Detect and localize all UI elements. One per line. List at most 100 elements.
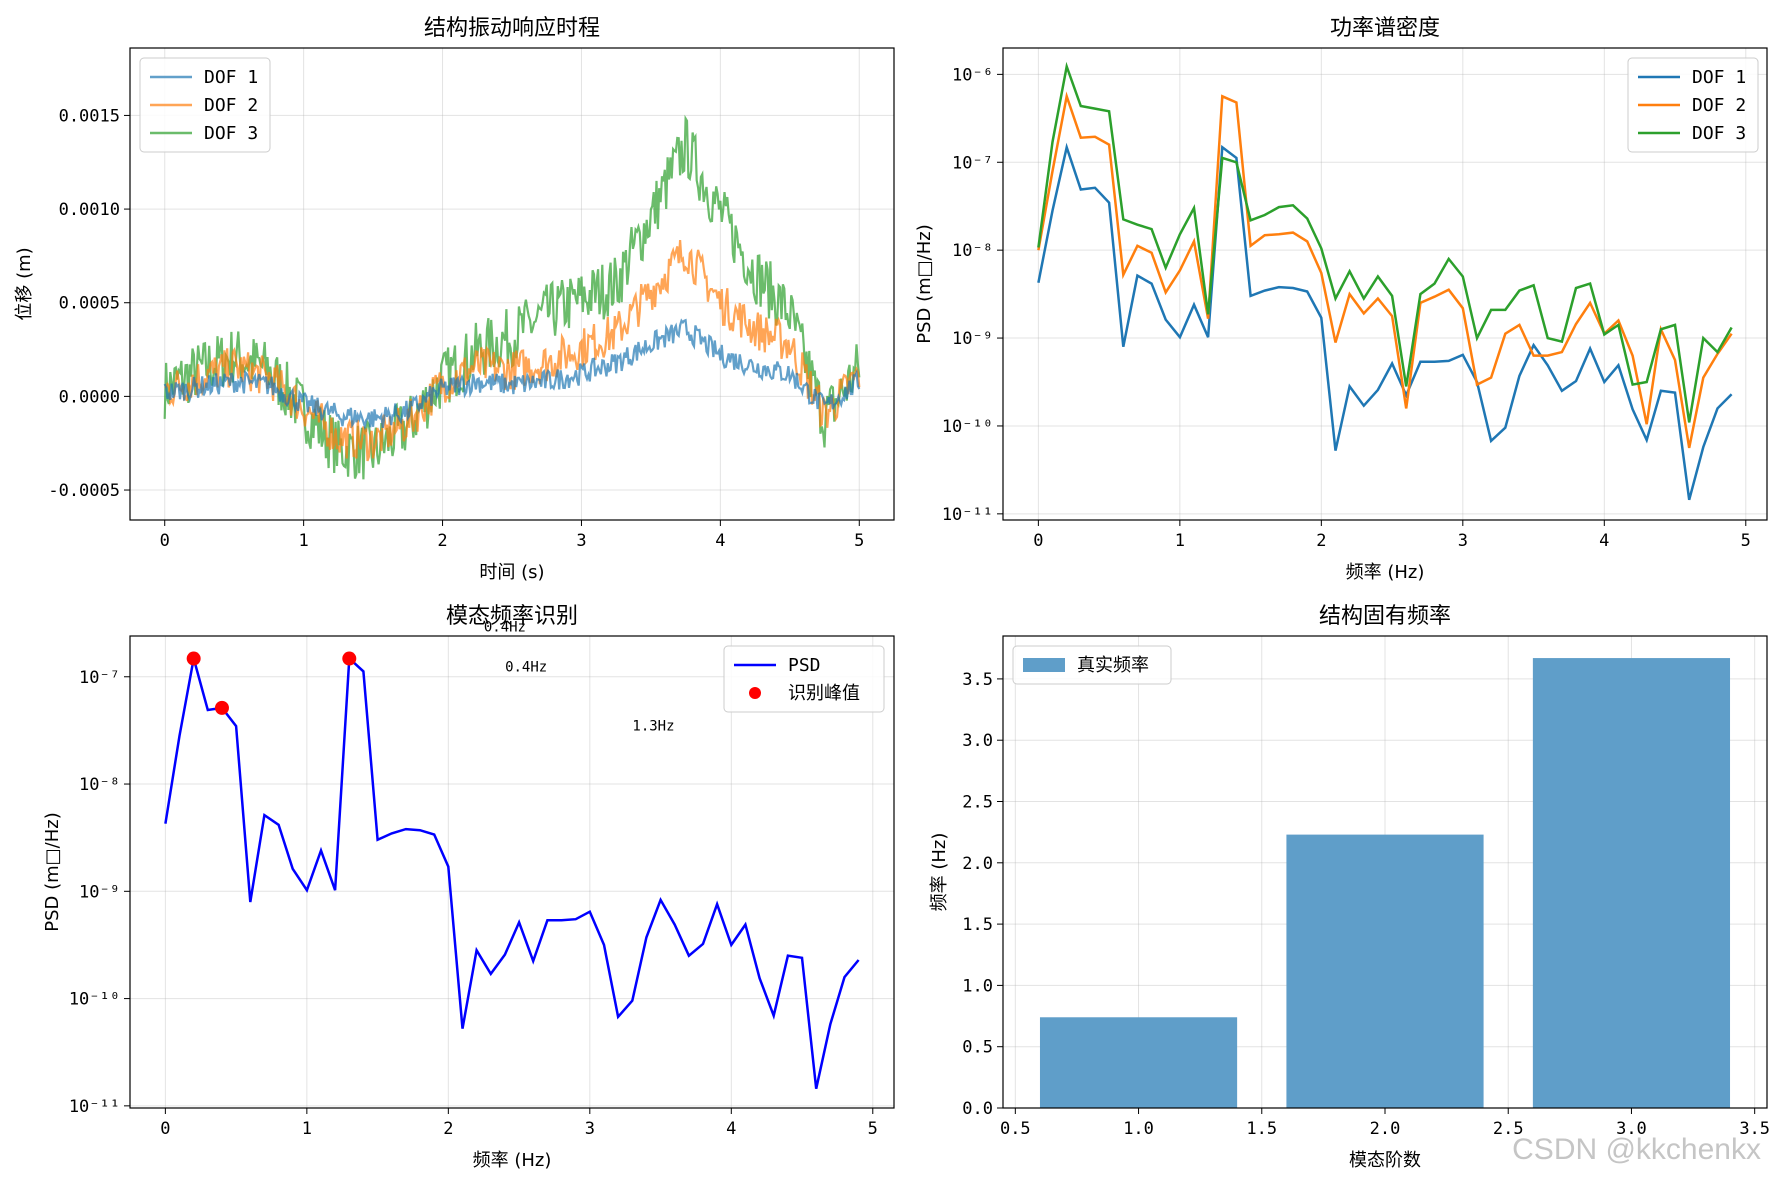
x-tick-label: 2 [1316, 531, 1326, 551]
x-tick-label: 2.5 [1493, 1119, 1524, 1139]
y-tick-label: 10⁻⁹ [952, 329, 993, 349]
y-tick-label: 0.0010 [59, 200, 120, 220]
y-tick-label: 0.0 [962, 1099, 993, 1119]
legend-frame [139, 57, 271, 153]
series-line-dof-3 [163, 114, 861, 480]
peak-marker [186, 651, 201, 666]
x-tick-label: 1 [302, 1119, 312, 1139]
x-tick-label: 3 [585, 1119, 595, 1139]
y-tick-label: 10⁻¹¹ [942, 505, 993, 525]
legend-label: PSD [788, 655, 821, 676]
x-tick-label: 2 [443, 1119, 453, 1139]
y-tick-label: 10⁻¹⁰ [69, 990, 120, 1010]
bar-mode-1 [1039, 1017, 1238, 1108]
y-tick-label: 3.0 [962, 731, 993, 751]
legend-label: DOF 3 [204, 123, 258, 144]
panel1-title: 结构振动响应时程 [424, 16, 600, 41]
x-tick-label: 0 [160, 531, 170, 551]
legend-dot-swatch [749, 687, 761, 699]
y-tick-label: 10⁻⁸ [79, 775, 120, 795]
panel1-ylabel: 位移 (m) [14, 247, 35, 320]
x-tick-label: 4 [715, 531, 725, 551]
panel4-legend: 真实频率 [1012, 645, 1172, 685]
panel-time-history: 结构振动响应时程 0 1 2 3 4 5 -0.0005 0.0000 0.0005 0.0010… [14, 16, 895, 583]
y-tick-label: 10⁻⁷ [952, 153, 993, 173]
peak-marker [214, 700, 229, 715]
legend-frame [1627, 57, 1759, 153]
y-tick-label: 2.5 [962, 793, 993, 813]
panel-psd: 功率谱密度 0 1 2 3 4 5 10⁻¹¹ 10⁻¹⁰ 10⁻⁹ 10⁻⁸ 10⁻⁷ 10⁻⁶ 频… [914, 16, 1768, 583]
x-tick-label: 3 [576, 531, 586, 551]
legend-frame [723, 645, 885, 713]
panel2-axes-frame [1002, 47, 1768, 521]
panel-modal-identification: 模态频率识别 0 1 2 3 4 5 10⁻¹¹ 10⁻¹⁰ 10⁻⁹ 10⁻⁸ 10⁻⁷ 频率 (… [42, 604, 895, 1171]
psd-line [164, 655, 860, 1089]
legend-frame [1012, 645, 1172, 685]
panel-natural-frequencies: 结构固有频率 0.5 1.0 1.5 2.0 2.5 3.0 3.5 0.0 0.5 1.0 1.5… [929, 604, 1770, 1171]
panel3-title: 模态频率识别 [446, 604, 578, 629]
bar-mode-3 [1532, 658, 1731, 1108]
x-tick-label: 0 [160, 1119, 170, 1139]
legend-bar-swatch [1023, 658, 1065, 672]
panel1-legend: DOF 1 DOF 2 DOF 3 [139, 57, 271, 153]
x-tick-label: 5 [1741, 531, 1751, 551]
panel4-xlabel: 模态阶数 [1349, 1150, 1421, 1171]
y-tick-label: 0.0000 [59, 387, 120, 407]
x-tick-label: 5 [854, 531, 864, 551]
y-tick-label: 10⁻¹⁰ [942, 417, 993, 437]
y-tick-label: 0.5 [962, 1038, 993, 1058]
x-tick-label: 0 [1033, 531, 1043, 551]
panel3-legend: PSD 识别峰值 [723, 645, 885, 713]
x-tick-label: 2 [437, 531, 447, 551]
panel2-ylabel: PSD (m□/Hz) [914, 224, 935, 344]
y-tick-label: 10⁻⁹ [79, 882, 120, 902]
legend-label: 真实频率 [1077, 655, 1149, 676]
legend-label: DOF 2 [204, 95, 258, 116]
y-tick-label: -0.0005 [48, 481, 120, 501]
panel1-xlabel: 时间 (s) [479, 562, 544, 583]
panel3-axes-frame [129, 635, 895, 1109]
y-tick-label: 10⁻⁸ [952, 241, 993, 261]
x-tick-label: 3.5 [1739, 1119, 1770, 1139]
x-tick-label: 3 [1458, 531, 1468, 551]
panel4-ylabel: 频率 (Hz) [929, 833, 950, 912]
legend-label: DOF 1 [204, 67, 258, 88]
legend-label: DOF 1 [1692, 67, 1746, 88]
legend-label: 识别峰值 [788, 683, 860, 704]
y-tick-label: 10⁻⁷ [79, 668, 120, 688]
x-tick-label: 0.5 [1000, 1119, 1031, 1139]
x-tick-label: 1.0 [1123, 1119, 1154, 1139]
peak-annotation: 0.4Hz [484, 620, 526, 636]
y-tick-label: 0.0005 [59, 294, 120, 314]
x-tick-label: 5 [868, 1119, 878, 1139]
panel2-title: 功率谱密度 [1330, 16, 1440, 41]
x-tick-label: 1 [299, 531, 309, 551]
x-tick-label: 1 [1175, 531, 1185, 551]
bar-mode-2 [1286, 834, 1484, 1108]
x-tick-label: 1.5 [1246, 1119, 1277, 1139]
peak-annotation: 1.3Hz [632, 718, 674, 734]
peak-marker [342, 651, 357, 666]
psd-line-dof-1 [1037, 142, 1733, 501]
series-line-dof-2 [164, 240, 861, 462]
panel3-xlabel: 频率 (Hz) [473, 1150, 552, 1171]
y-tick-label: 10⁻¹¹ [69, 1097, 120, 1117]
x-tick-label: 3.0 [1616, 1119, 1647, 1139]
x-tick-label: 2.0 [1370, 1119, 1401, 1139]
panel1-axes-frame [129, 47, 895, 521]
series-line-dof-1 [163, 318, 861, 431]
panel2-legend: DOF 1 DOF 2 DOF 3 [1627, 57, 1759, 153]
psd-line-dof-3 [1037, 61, 1733, 423]
y-tick-label: 0.0015 [59, 106, 120, 126]
peak-annotation: 0.4Hz [505, 659, 547, 675]
y-tick-label: 1.5 [962, 915, 993, 935]
x-tick-label: 4 [1599, 531, 1609, 551]
y-tick-label: 3.5 [962, 670, 993, 690]
x-tick-label: 4 [726, 1119, 736, 1139]
y-tick-label: 1.0 [962, 976, 993, 996]
panel3-ylabel: PSD (m□/Hz) [42, 812, 63, 932]
y-tick-label: 10⁻⁶ [952, 65, 993, 85]
legend-label: DOF 2 [1692, 95, 1746, 116]
legend-label: DOF 3 [1692, 123, 1746, 144]
